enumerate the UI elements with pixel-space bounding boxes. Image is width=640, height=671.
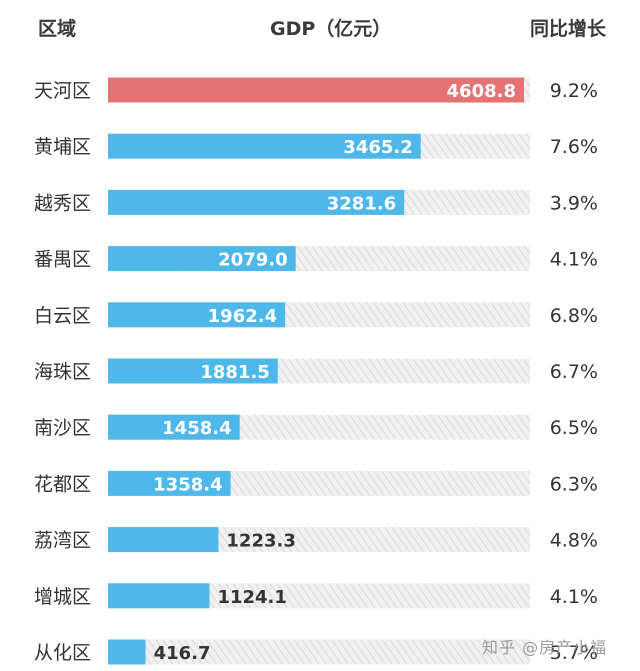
growth-label: 4.1%	[550, 249, 598, 271]
bar	[108, 246, 296, 272]
bar-track	[108, 639, 530, 665]
value-label: 3281.6	[327, 193, 396, 214]
value-label: 1458.4	[162, 418, 231, 439]
category-label: 南沙区	[34, 417, 91, 439]
value-label: 1223.3	[226, 531, 295, 552]
value-label: 1358.4	[153, 474, 222, 495]
header-region: 区域	[38, 18, 77, 40]
growth-label: 9.2%	[550, 80, 598, 102]
growth-label: 6.8%	[550, 305, 598, 327]
watermark: 知乎 @房产小福	[482, 638, 608, 657]
category-label: 海珠区	[34, 361, 91, 383]
bar	[108, 414, 240, 440]
bar	[108, 77, 524, 103]
growth-label: 6.3%	[550, 473, 598, 495]
value-label: 1881.5	[200, 362, 269, 383]
value-label: 2079.0	[218, 250, 287, 271]
bar	[108, 302, 286, 328]
category-label: 白云区	[34, 305, 91, 327]
header-growth: 同比增长	[530, 18, 607, 40]
header-gdp: GDP（亿元）	[270, 18, 392, 40]
bar	[108, 358, 278, 384]
growth-label: 5.7%	[550, 642, 598, 664]
value-label: 1124.1	[217, 587, 286, 608]
growth-label: 3.9%	[550, 192, 598, 214]
category-label: 番禺区	[34, 249, 91, 271]
category-label: 增城区	[34, 586, 91, 608]
bar	[108, 189, 405, 215]
bar	[108, 583, 210, 609]
growth-label: 7.6%	[550, 136, 598, 158]
growth-label: 6.7%	[550, 361, 598, 383]
category-label: 花都区	[34, 473, 91, 495]
growth-label: 6.5%	[550, 417, 598, 439]
category-label: 从化区	[34, 642, 91, 664]
growth-label: 4.8%	[550, 530, 598, 552]
bar	[108, 470, 231, 496]
growth-label: 4.1%	[550, 586, 598, 608]
category-label: 天河区	[34, 80, 91, 102]
value-label: 3465.2	[343, 137, 412, 158]
value-label: 416.7	[154, 643, 211, 664]
bar	[108, 639, 146, 665]
value-label: 4608.8	[447, 81, 516, 102]
category-label: 越秀区	[34, 192, 91, 214]
bar	[108, 527, 219, 553]
value-label: 1962.4	[208, 306, 277, 327]
bar	[108, 133, 421, 159]
category-label: 荔湾区	[34, 530, 91, 552]
category-label: 黄埔区	[34, 136, 91, 158]
